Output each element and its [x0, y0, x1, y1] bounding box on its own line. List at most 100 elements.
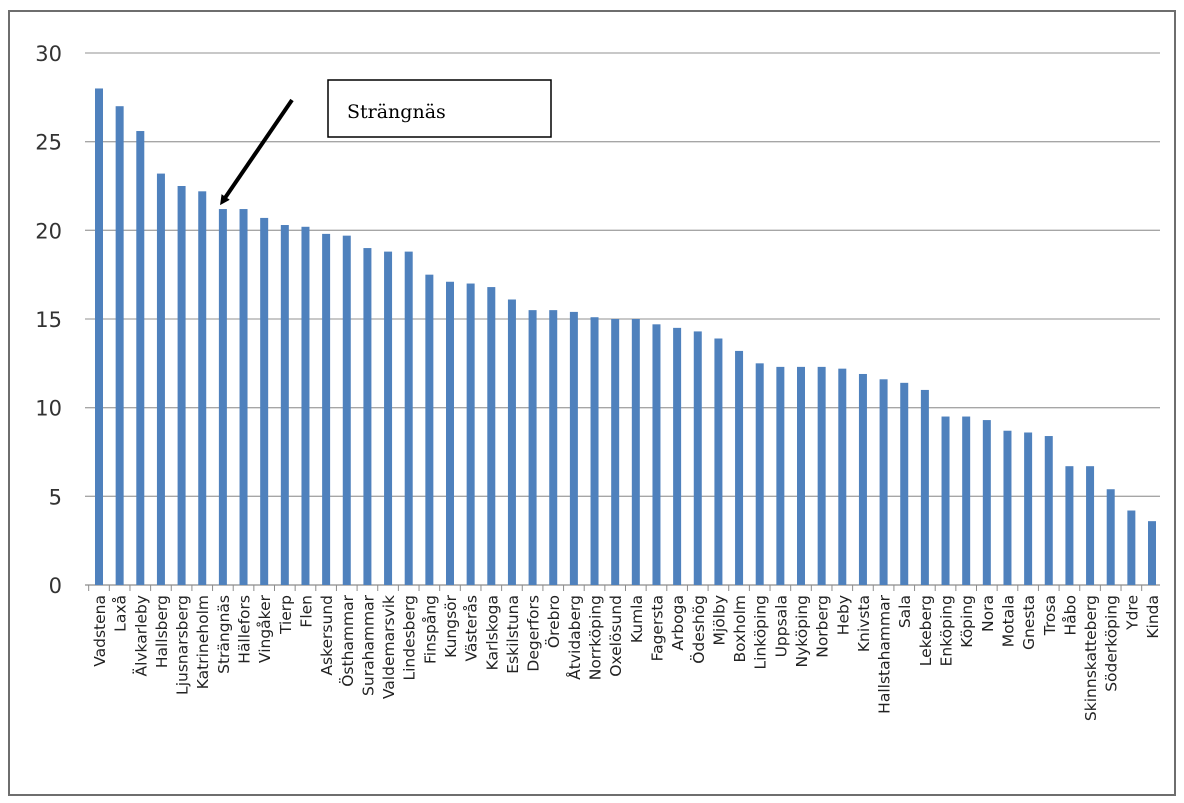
bar-Kinda — [1148, 521, 1156, 585]
x-tick-label: Ljusnarsberg — [174, 595, 192, 695]
bar-Nyköping — [797, 366, 805, 585]
bar-Norrköping — [590, 317, 599, 585]
bar-Karlskoga — [487, 287, 496, 585]
bar-Hällefors — [239, 209, 248, 585]
x-tick-label: Örebro — [544, 595, 563, 648]
x-tick-label: Karlskoga — [483, 595, 501, 670]
bar-Köping — [962, 416, 971, 585]
x-tick-label: Västerås — [463, 595, 481, 662]
bar-Strängnäs — [218, 209, 227, 585]
x-tick-label: Lekeberg — [917, 595, 935, 666]
x-tick-label: Kumla — [628, 595, 646, 643]
x-tick-label: Trosa — [1041, 595, 1059, 636]
x-tick-label: Hällefors — [236, 595, 254, 664]
bar-Hallsberg — [156, 173, 165, 585]
bar-Oxelösund — [611, 319, 620, 585]
x-tick-label: Nyköping — [793, 595, 811, 667]
x-tick-label: Ydre — [1123, 595, 1141, 631]
x-tick-label: Mjölby — [710, 595, 728, 645]
x-tick-label: Fagersta — [648, 595, 666, 661]
x-tick-label: Söderköping — [1103, 595, 1121, 692]
bar-Motala — [1003, 430, 1012, 585]
y-tick-label: 30 — [35, 42, 62, 66]
x-tick-label: Finspång — [421, 595, 439, 664]
y-tick-label: 10 — [35, 397, 62, 421]
bar-Linköping — [755, 363, 764, 585]
x-tick-label: Nora — [979, 595, 997, 632]
bar-Ödeshög — [693, 331, 702, 585]
bar-Flen — [301, 226, 310, 585]
x-tick-label: Hallsberg — [153, 595, 171, 668]
x-tick-label: Östhammar — [338, 594, 357, 686]
bar-Gnesta — [1024, 432, 1033, 585]
bar-Västerås — [466, 283, 475, 585]
bar-Valdemarsvik — [384, 251, 393, 585]
bar-Vadstena — [95, 88, 103, 585]
x-tick-label: Norberg — [814, 595, 832, 658]
bar-Uppsala — [776, 366, 785, 585]
x-tick-label: Kinda — [1144, 595, 1162, 639]
bar-Degerfors — [528, 310, 537, 585]
x-tick-label: Ödeshög — [689, 595, 708, 664]
bar-Askersund — [322, 233, 331, 585]
bar-Eskilstuna — [507, 299, 516, 585]
x-tick-label: Tierp — [277, 595, 295, 635]
x-tick-label: Flen — [297, 595, 315, 628]
bar-Ljusnarsberg — [177, 186, 186, 585]
x-tick-label: Katrineholm — [194, 595, 212, 689]
x-tick-label: Åtvidaberg — [565, 595, 584, 680]
x-tick-label: Kungsör — [442, 594, 460, 657]
x-tick-label: Boxholm — [731, 595, 749, 663]
bar-Örebro — [549, 310, 558, 585]
bar-Boxholm — [735, 350, 744, 585]
x-tick-label: Oxelösund — [607, 595, 625, 677]
x-tick-label: Enköping — [938, 595, 956, 666]
bar-Enköping — [941, 416, 950, 585]
bar-Håbo — [1065, 466, 1074, 585]
bar-Lindesberg — [404, 251, 413, 585]
x-tick-label: Linköping — [752, 595, 770, 669]
x-tick-label: Skinnskatteberg — [1082, 595, 1100, 721]
bar-Fagersta — [652, 324, 661, 585]
annotation-label: Strängnäs — [347, 101, 446, 123]
x-tick-label: Motala — [999, 595, 1017, 647]
x-tick-label: Heby — [834, 595, 852, 635]
x-tick-label: Köping — [958, 595, 976, 648]
x-tick-label: Knivsta — [855, 595, 873, 652]
x-tick-label: Surahammar — [359, 594, 377, 696]
y-tick-label: 25 — [35, 131, 62, 155]
x-tick-label: Eskilstuna — [504, 595, 522, 674]
x-tick-label: Hallstahammar — [876, 594, 894, 713]
bar-Älvkarleby — [136, 131, 145, 585]
bar-Åtvidaberg — [569, 311, 578, 585]
bar-Hallstahammar — [879, 379, 888, 585]
x-tick-label: Vadstena — [91, 595, 109, 667]
bar-Söderköping — [1106, 489, 1115, 585]
bar-Vingåker — [260, 217, 269, 586]
bar-Trosa — [1044, 436, 1053, 585]
y-tick-label: 15 — [35, 308, 62, 332]
x-tick-label: Lindesberg — [401, 595, 419, 681]
x-tick-label: Askersund — [318, 595, 336, 676]
bar-Knivsta — [858, 373, 867, 585]
bar-Mjölby — [714, 338, 723, 585]
bar-Sala — [900, 382, 909, 585]
x-tick-label: Sala — [896, 595, 914, 628]
bars — [95, 88, 1156, 586]
x-tick-label: Strängnäs — [215, 595, 233, 674]
x-tick-label: Degerfors — [525, 595, 543, 672]
bar-Ydre — [1127, 510, 1136, 585]
x-tick-label: Arboga — [669, 595, 687, 651]
x-tick-labels: Vadstena Laxå Älvkarleby Hallsberg Ljusnarsb… — [91, 594, 1162, 721]
x-tick-label: Valdemarsvik — [380, 595, 398, 699]
annotation: Strängnäs — [220, 79, 552, 206]
bar-Skinnskatteberg — [1086, 466, 1095, 585]
bar-Arboga — [673, 327, 682, 585]
y-tick-label: 20 — [35, 219, 62, 243]
bar-Finspång — [425, 274, 434, 585]
annotation-box — [327, 79, 552, 138]
bar-Surahammar — [363, 248, 372, 586]
x-tick-label: Norrköping — [587, 595, 605, 680]
annotation-arrow — [220, 98, 294, 206]
